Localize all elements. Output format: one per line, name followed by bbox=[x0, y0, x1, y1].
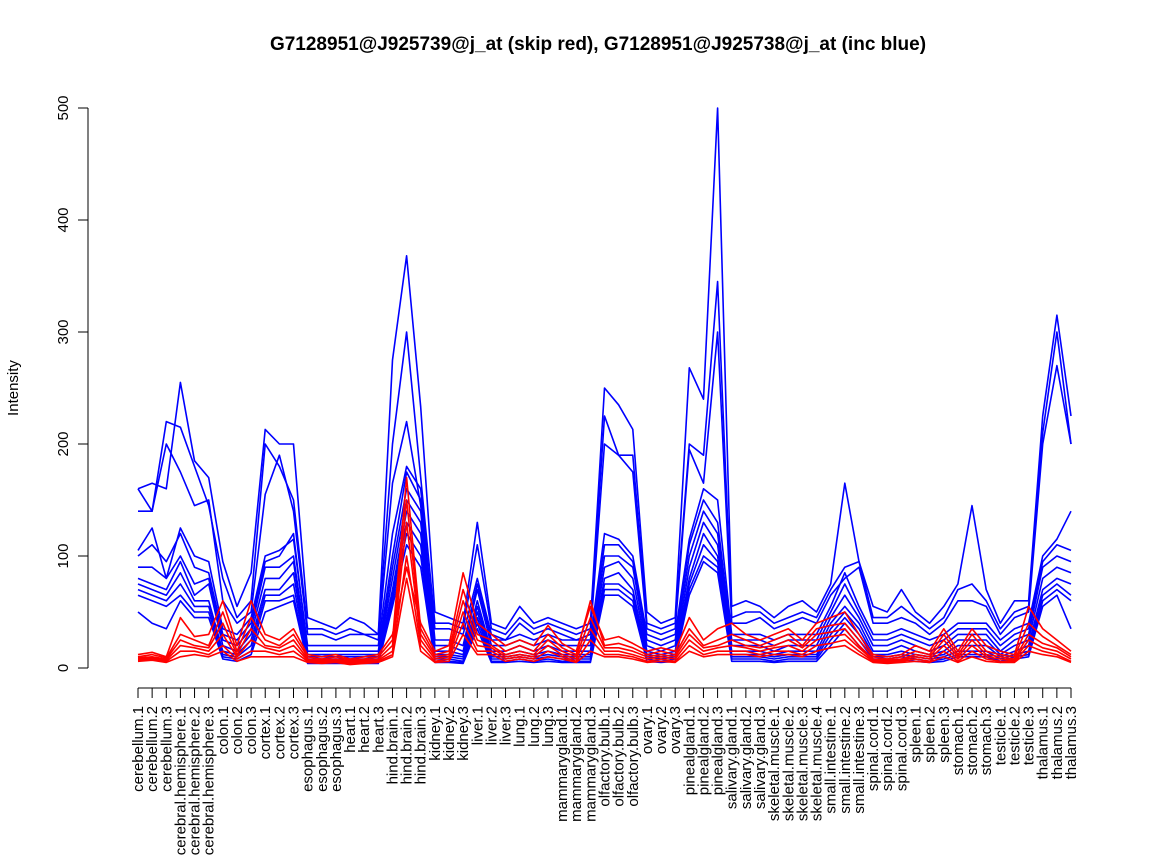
x-tick-label: esophagus.2 bbox=[314, 706, 331, 792]
x-tick-label: cortex.3 bbox=[286, 706, 303, 759]
x-tick-label: heart.3 bbox=[370, 706, 387, 753]
x-tick-label: ovary.2 bbox=[653, 706, 670, 754]
x-tick-label: pinealgland.3 bbox=[710, 706, 727, 795]
x-tick-label: lung.2 bbox=[526, 706, 543, 747]
x-tick-label: cerebellum.1 bbox=[130, 706, 147, 792]
x-tick-label: skeletal.muscle.3 bbox=[794, 706, 811, 821]
x-tick-label: colon.2 bbox=[229, 706, 246, 754]
x-tick-label: spleen.2 bbox=[922, 706, 939, 763]
y-tick-label: 400 bbox=[55, 207, 72, 232]
x-tick-label: hind.brain.1 bbox=[384, 706, 401, 784]
x-tick-label: spinal.cord.3 bbox=[893, 706, 910, 791]
x-tick-label: hind.brain.3 bbox=[413, 706, 430, 784]
x-tick-label: thalamus.2 bbox=[1049, 706, 1066, 779]
x-tick-label: testicle.3 bbox=[1021, 706, 1038, 765]
x-tick-label: mammarygland.2 bbox=[568, 706, 585, 822]
series-line-skip-13 bbox=[137, 499, 1072, 663]
x-tick-label: cortex.2 bbox=[271, 706, 288, 759]
x-tick-label: pinealgland.2 bbox=[695, 706, 712, 795]
x-tick-label: kidney.2 bbox=[441, 706, 458, 761]
x-tick-label: olfactory.bulb.2 bbox=[611, 706, 628, 807]
series-line-inc-4 bbox=[137, 471, 1072, 653]
x-tick-label: thalamus.3 bbox=[1063, 706, 1080, 779]
series-line-inc-2 bbox=[138, 331, 1072, 641]
x-tick-label: colon.1 bbox=[215, 706, 232, 754]
x-tick-label: mammarygland.1 bbox=[554, 706, 571, 822]
x-tick-label: ovary.1 bbox=[639, 706, 656, 754]
x-tick-label: liver.2 bbox=[483, 706, 500, 745]
series-line-inc-0 bbox=[137, 107, 1072, 636]
x-tick-label: spinal.cord.1 bbox=[865, 706, 882, 791]
x-tick-label: mammarygland.3 bbox=[582, 706, 599, 822]
x-tick-label: lung.3 bbox=[540, 706, 557, 747]
x-tick-label: cerebral.hemisphere.3 bbox=[201, 706, 218, 855]
x-tick-label: small.intestine.3 bbox=[851, 706, 868, 814]
x-tick-label: cerebral.hemisphere.2 bbox=[187, 706, 204, 855]
x-tick-label: olfactory.bulb.1 bbox=[597, 706, 614, 807]
x-tick-label: spleen.3 bbox=[936, 706, 953, 763]
x-tick-label: thalamus.1 bbox=[1035, 706, 1052, 779]
chart-title: G7128951@J925739@j_at (skip red), G71289… bbox=[270, 34, 926, 55]
y-tick-label: 500 bbox=[55, 95, 72, 120]
x-tick-label: stomach.3 bbox=[978, 706, 995, 775]
series-line-skip-16 bbox=[137, 577, 1072, 666]
x-tick-label: salivary.gland.2 bbox=[738, 706, 755, 809]
x-tick-label: heart.2 bbox=[356, 706, 373, 753]
y-axis: 0 100 200 300 400 500 bbox=[55, 95, 89, 672]
x-tick-label: esophagus.3 bbox=[328, 706, 345, 792]
y-tick-label: 200 bbox=[55, 431, 72, 456]
x-tick-label: skeletal.muscle.4 bbox=[809, 706, 826, 821]
series-line-skip-14 bbox=[137, 521, 1072, 664]
x-tick-label: stomach.2 bbox=[964, 706, 981, 775]
x-tick-label: testicle.1 bbox=[992, 706, 1009, 765]
x-tick-label: salivary.gland.1 bbox=[724, 706, 741, 809]
x-tick-label: kidney.3 bbox=[455, 706, 472, 761]
x-tick-label: esophagus.1 bbox=[300, 706, 317, 792]
x-tick-label: skeletal.muscle.2 bbox=[780, 706, 797, 821]
series-line-inc-1 bbox=[137, 280, 1072, 636]
x-tick-label: ovary.3 bbox=[667, 706, 684, 754]
x-tick-label: colon.3 bbox=[243, 706, 260, 754]
x-tick-label: liver.3 bbox=[498, 706, 515, 745]
x-tick-label: testicle.2 bbox=[1006, 706, 1023, 765]
x-tick-label: small.intestine.2 bbox=[837, 706, 854, 814]
series-line-skip-12 bbox=[137, 476, 1072, 662]
series-line-skip-11 bbox=[137, 566, 1072, 660]
x-tick-label: liver.1 bbox=[469, 706, 486, 745]
y-axis-label: Intensity bbox=[5, 360, 22, 416]
x-tick-label: skeletal.muscle.1 bbox=[766, 706, 783, 821]
x-axis: cerebellum.1cerebellum.2cerebellum.3cere… bbox=[130, 687, 1080, 855]
plot-area bbox=[137, 107, 1072, 666]
x-tick-label: salivary.gland.3 bbox=[752, 706, 769, 809]
x-tick-label: kidney.1 bbox=[427, 706, 444, 761]
y-tick-label: 100 bbox=[55, 543, 72, 568]
x-tick-label: cerebellum.3 bbox=[158, 706, 175, 792]
x-tick-label: small.intestine.1 bbox=[823, 706, 840, 814]
x-tick-label: stomach.1 bbox=[950, 706, 967, 775]
x-tick-label: pinealgland.1 bbox=[681, 706, 698, 795]
x-tick-label: cerebellum.2 bbox=[144, 706, 161, 792]
x-tick-label: cortex.1 bbox=[257, 706, 274, 759]
x-tick-label: cerebral.hemisphere.1 bbox=[172, 706, 189, 855]
x-tick-label: hind.brain.2 bbox=[399, 706, 416, 784]
x-tick-label: heart.1 bbox=[342, 706, 359, 753]
x-tick-label: olfactory.bulb.3 bbox=[625, 706, 642, 807]
y-tick-label: 0 bbox=[55, 664, 72, 672]
y-tick-label: 300 bbox=[55, 319, 72, 344]
x-tick-label: spinal.cord.2 bbox=[879, 706, 896, 791]
series-line-skip-15 bbox=[137, 555, 1072, 665]
x-tick-label: lung.1 bbox=[512, 706, 529, 747]
x-tick-label: spleen.1 bbox=[908, 706, 925, 763]
